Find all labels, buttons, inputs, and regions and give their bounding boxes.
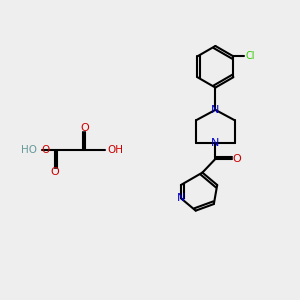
Text: O: O (50, 167, 59, 177)
Text: N: N (177, 193, 185, 203)
Text: HO: HO (21, 145, 37, 155)
Text: N: N (211, 138, 220, 148)
Text: N: N (211, 105, 220, 115)
Text: O: O (233, 154, 242, 164)
Text: O: O (41, 145, 49, 155)
Text: Cl: Cl (245, 51, 254, 62)
Text: OH: OH (107, 145, 123, 155)
Text: O: O (80, 123, 89, 133)
